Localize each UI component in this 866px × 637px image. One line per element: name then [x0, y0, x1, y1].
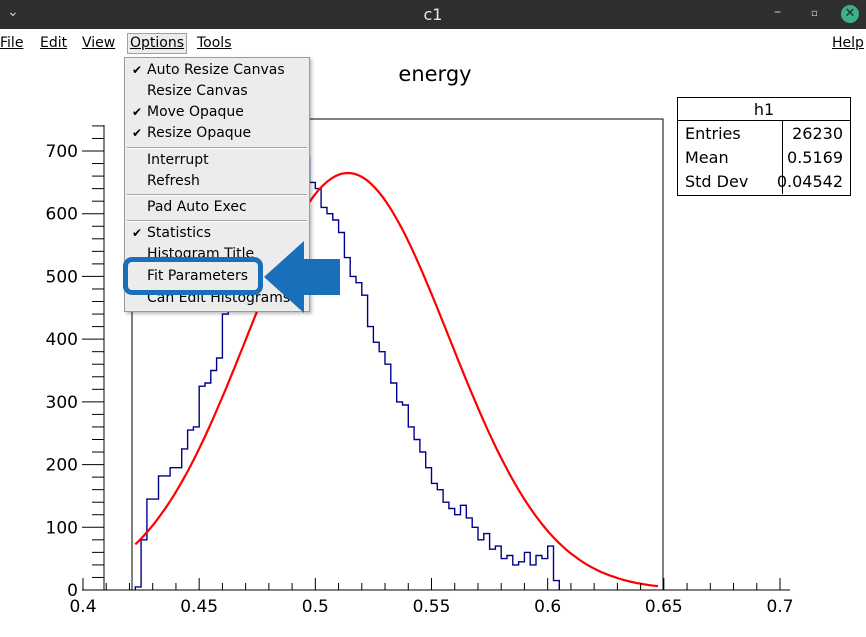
- stats-key: Entries: [685, 124, 741, 143]
- stats-value: 0.04542: [776, 172, 843, 191]
- stats-divider: [782, 121, 783, 194]
- stats-key: Std Dev: [685, 172, 749, 191]
- menu-item-label: Move Opaque: [147, 104, 244, 120]
- menu-edit-label: Edit: [40, 35, 68, 51]
- y-tick-label: 600: [46, 205, 78, 225]
- menu-tools[interactable]: Tools: [197, 35, 232, 51]
- menu-item-move-opaque[interactable]: ✔ Move Opaque: [125, 102, 309, 122]
- menu-item-label: Resize Canvas: [147, 83, 248, 99]
- menu-item-label: Fit Parameters: [147, 268, 248, 284]
- menu-help-label: Help: [832, 35, 864, 51]
- window-title: c1: [423, 5, 443, 24]
- y-tick-label: 100: [46, 518, 78, 538]
- x-tick-label: 0.55: [413, 597, 451, 617]
- check-icon: ✔: [132, 63, 143, 77]
- menu-edit[interactable]: Edit: [40, 35, 67, 51]
- close-icon[interactable]: ✕: [841, 5, 859, 23]
- stats-row-entries: Entries 26230: [685, 124, 843, 148]
- menu-item-auto-resize-canvas[interactable]: ✔ Auto Resize Canvas: [125, 60, 309, 80]
- stats-title: h1: [678, 98, 850, 121]
- menu-item-label: Refresh: [147, 173, 200, 189]
- menu-view[interactable]: View: [82, 35, 115, 51]
- stats-key: Mean: [685, 148, 729, 167]
- stats-value: 26230: [792, 124, 843, 143]
- menu-separator: [127, 147, 307, 149]
- x-tick-label: 0.65: [645, 597, 683, 617]
- menu-item-fit-parameters[interactable]: Fit Parameters: [125, 266, 309, 286]
- x-tick-label: 0.4: [69, 597, 96, 617]
- chart-title: energy: [398, 62, 472, 86]
- restore-icon[interactable]: ▫: [811, 8, 818, 19]
- menu-item-resize-canvas[interactable]: Resize Canvas: [125, 81, 309, 101]
- stats-row-stddev: Std Dev 0.04542: [685, 172, 843, 196]
- menu-options-label: Options: [130, 35, 185, 51]
- stats-box[interactable]: h1 Entries 26230 Mean 0.5169 Std Dev 0.0…: [677, 97, 851, 196]
- menu-file-label: File: [0, 35, 24, 51]
- x-tick-label: 0.7: [766, 597, 793, 617]
- menu-options[interactable]: Options: [127, 33, 188, 54]
- menubar: File Edit View Options Tools Help: [0, 29, 866, 57]
- minimize-icon[interactable]: –: [774, 4, 781, 20]
- menu-tools-label: Tools: [197, 35, 232, 51]
- left-arrow-icon: [264, 241, 340, 313]
- stats-row-mean: Mean 0.5169: [685, 148, 843, 172]
- menu-item-label: Auto Resize Canvas: [147, 62, 285, 78]
- check-icon: ✔: [132, 226, 143, 240]
- y-tick-label: 700: [46, 142, 78, 162]
- check-icon: ✔: [132, 126, 143, 140]
- x-tick-label: 0.45: [180, 597, 218, 617]
- chevron-down-icon[interactable]: ⌄: [7, 4, 19, 20]
- menu-separator: [127, 220, 307, 222]
- menu-file[interactable]: File: [0, 35, 23, 51]
- y-tick-label: 200: [46, 456, 78, 476]
- histogram-series: [134, 137, 560, 590]
- menu-item-label: Resize Opaque: [147, 125, 252, 141]
- stats-value: 0.5169: [787, 148, 843, 167]
- menu-item-statistics[interactable]: ✔ Statistics: [125, 223, 309, 243]
- window-titlebar: ⌄ c1 – ▫ ✕: [0, 0, 866, 29]
- fit-parameters-highlight: [123, 257, 263, 295]
- menu-item-label: Interrupt: [147, 152, 209, 168]
- menu-item-pad-auto-exec[interactable]: Pad Auto Exec: [125, 197, 309, 217]
- menu-separator: [127, 194, 307, 196]
- check-icon: ✔: [132, 105, 143, 119]
- menu-item-label: Pad Auto Exec: [147, 199, 247, 215]
- menu-item-label: Statistics: [147, 225, 211, 241]
- menu-view-label: View: [82, 35, 116, 51]
- menu-item-interrupt[interactable]: Interrupt: [125, 150, 309, 170]
- menu-help[interactable]: Help: [832, 35, 864, 51]
- menu-item-refresh[interactable]: Refresh: [125, 171, 309, 191]
- y-tick-label: 0: [67, 581, 78, 601]
- y-tick-label: 400: [46, 330, 78, 350]
- x-tick-label: 0.6: [534, 597, 561, 617]
- fit-curve: [134, 171, 659, 588]
- menu-item-resize-opaque[interactable]: ✔ Resize Opaque: [125, 123, 309, 143]
- histogram-canvas[interactable]: 0 100 200 300 400 500 600 700 0.4 0.45 0.5 0.55 0.6 0…: [0, 57, 866, 637]
- y-tick-label: 300: [46, 393, 78, 413]
- y-tick-label: 500: [46, 267, 78, 287]
- x-tick-label: 0.5: [302, 597, 329, 617]
